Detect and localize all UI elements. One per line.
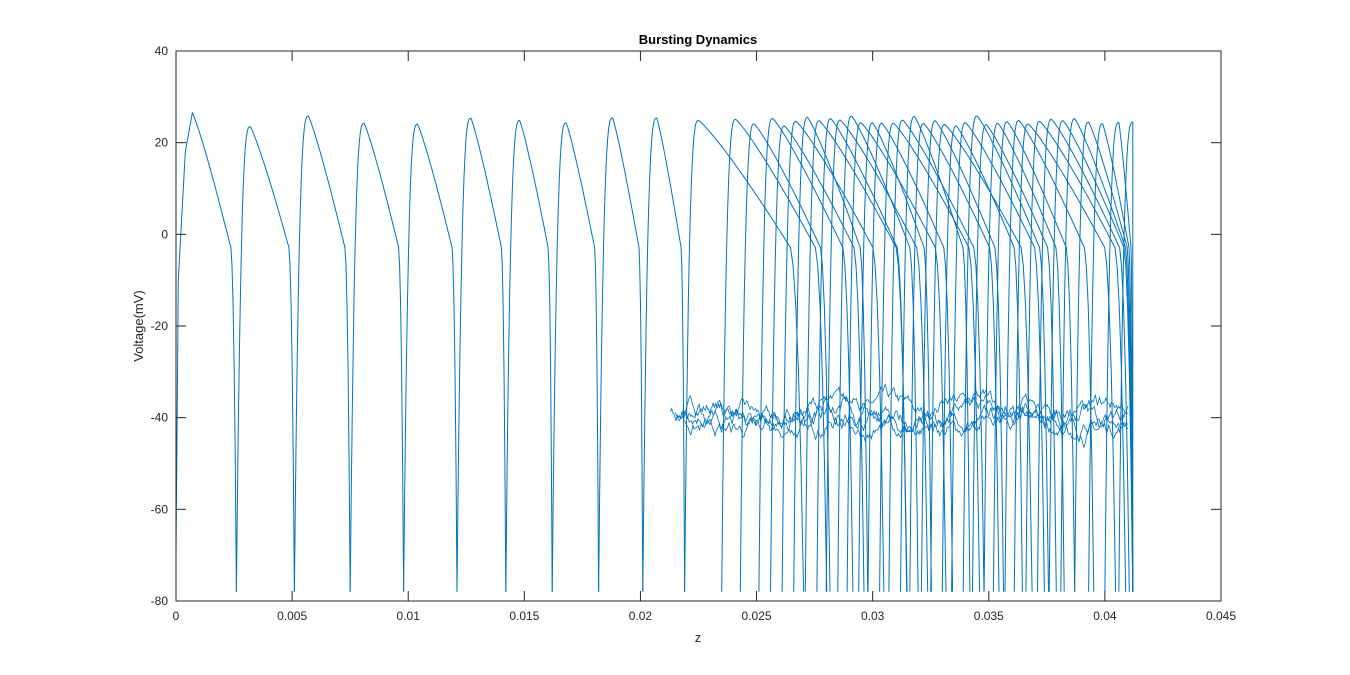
voltage-trace-spike bbox=[972, 124, 1057, 592]
voltage-trace-spike bbox=[992, 121, 1076, 592]
x-tick-label: 0.015 bbox=[509, 609, 539, 623]
voltage-trace-spike bbox=[1004, 119, 1095, 592]
x-axis-title: z bbox=[695, 630, 702, 645]
voltage-trace-spike bbox=[721, 118, 828, 592]
voltage-trace-spike bbox=[930, 123, 1033, 592]
voltage-trace-spike bbox=[825, 119, 929, 592]
y-axis-title: Voltage(mV) bbox=[131, 290, 146, 362]
voltage-trace-spike bbox=[951, 122, 1045, 592]
voltage-trace-spike bbox=[770, 125, 865, 592]
axes: 0 0.005 0.01 0.015 0.02 0.025 0.03 0.035 0.04 0.0… bbox=[151, 44, 1237, 623]
voltage-trace-spike bbox=[1025, 120, 1127, 592]
voltage-trace-spike bbox=[403, 123, 458, 592]
voltage-trace-spike bbox=[642, 117, 686, 592]
voltage-trace-spike bbox=[505, 119, 553, 592]
voltage-trace-spike bbox=[349, 122, 405, 592]
x-tick-label: 0 bbox=[173, 609, 180, 623]
voltage-trace-noisy bbox=[674, 395, 1129, 449]
voltage-trace-spike bbox=[962, 115, 1049, 592]
voltage-trace-spike bbox=[941, 125, 1023, 592]
voltage-trace-spike bbox=[551, 122, 600, 592]
x-tick-label: 0.03 bbox=[861, 609, 885, 623]
y-tick-label: 40 bbox=[155, 44, 169, 58]
x-tick-label: 0.02 bbox=[629, 609, 653, 623]
voltage-trace-spike bbox=[837, 115, 919, 592]
x-tick-label: 0.005 bbox=[277, 609, 307, 623]
voltage-trace-spike bbox=[920, 120, 1004, 592]
voltage-trace-spike bbox=[598, 117, 644, 592]
voltage-trace-spike bbox=[684, 119, 805, 592]
voltage-trace-spike bbox=[1037, 118, 1130, 592]
voltage-trace-spike bbox=[909, 122, 1000, 592]
voltage-trace-spike bbox=[456, 117, 507, 592]
voltage-trace-spike bbox=[1060, 118, 1134, 592]
voltage-trace-spike bbox=[293, 115, 351, 592]
voltage-trace-spike bbox=[983, 122, 1065, 592]
y-tick-label: -80 bbox=[151, 594, 169, 608]
voltage-trace-spike bbox=[1118, 121, 1134, 592]
x-tick-label: 0.01 bbox=[397, 609, 421, 623]
voltage-trace-initial bbox=[175, 111, 237, 592]
voltage-trace-noisy bbox=[684, 392, 1129, 442]
y-tick-label: 20 bbox=[155, 136, 169, 150]
voltage-trace-spike bbox=[879, 122, 981, 592]
voltage-trace-spike bbox=[858, 122, 932, 592]
voltage-trace-spike bbox=[1074, 121, 1134, 592]
x-tick-label: 0.04 bbox=[1093, 609, 1117, 623]
voltage-trace-spike bbox=[235, 126, 295, 592]
y-tick-label: -60 bbox=[151, 502, 169, 516]
x-tick-label: 0.035 bbox=[974, 609, 1004, 623]
voltage-traces bbox=[175, 111, 1134, 592]
voltage-trace-spike bbox=[793, 116, 869, 592]
y-tick-label: -40 bbox=[151, 411, 169, 425]
chart-title: Bursting Dynamics bbox=[639, 32, 757, 47]
voltage-trace-spike bbox=[1048, 120, 1134, 592]
voltage-trace-spike bbox=[758, 117, 854, 592]
voltage-trace-spike bbox=[804, 120, 908, 592]
x-tick-label: 0.025 bbox=[742, 609, 772, 623]
x-tick-label: 0.045 bbox=[1206, 609, 1236, 623]
y-tick-label: 0 bbox=[161, 227, 168, 241]
voltage-trace-spike bbox=[1104, 122, 1134, 592]
voltage-trace-spike bbox=[867, 122, 954, 592]
y-tick-label: -20 bbox=[151, 319, 169, 333]
